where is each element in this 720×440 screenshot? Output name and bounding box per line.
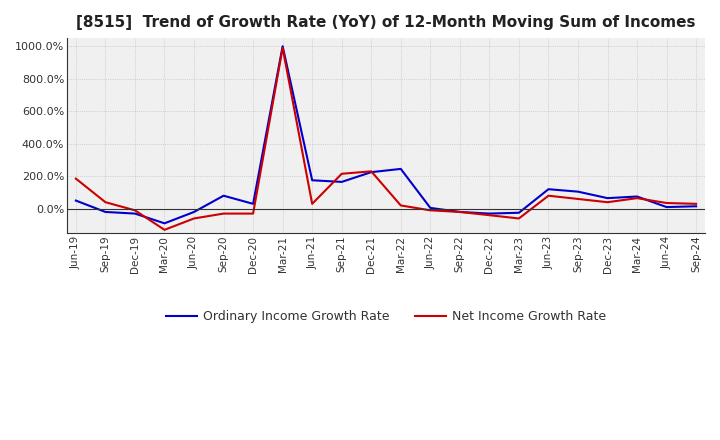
Ordinary Income Growth Rate (308, 178, 317, 183)
Net Income Growth Rate (338, 171, 346, 176)
Ordinary Income Growth Rate (249, 201, 258, 206)
Ordinary Income Growth Rate (426, 205, 435, 210)
Net Income Growth Rate (101, 200, 109, 205)
Ordinary Income Growth Rate (189, 209, 198, 215)
Ordinary Income Growth Rate (603, 195, 612, 201)
Net Income Growth Rate (367, 169, 376, 174)
Line: Net Income Growth Rate: Net Income Growth Rate (76, 48, 696, 230)
Net Income Growth Rate (456, 209, 464, 215)
Ordinary Income Growth Rate (544, 187, 553, 192)
Net Income Growth Rate (279, 45, 287, 51)
Ordinary Income Growth Rate (692, 204, 701, 209)
Net Income Growth Rate (574, 196, 582, 202)
Ordinary Income Growth Rate (220, 193, 228, 198)
Net Income Growth Rate (160, 227, 168, 232)
Title: [8515]  Trend of Growth Rate (YoY) of 12-Month Moving Sum of Incomes: [8515] Trend of Growth Rate (YoY) of 12-… (76, 15, 696, 30)
Net Income Growth Rate (662, 200, 671, 205)
Net Income Growth Rate (308, 201, 317, 206)
Net Income Growth Rate (485, 213, 494, 218)
Net Income Growth Rate (397, 203, 405, 208)
Net Income Growth Rate (130, 208, 139, 213)
Ordinary Income Growth Rate (367, 169, 376, 175)
Ordinary Income Growth Rate (397, 166, 405, 172)
Net Income Growth Rate (426, 208, 435, 213)
Net Income Growth Rate (515, 216, 523, 221)
Ordinary Income Growth Rate (279, 44, 287, 49)
Ordinary Income Growth Rate (633, 194, 642, 199)
Legend: Ordinary Income Growth Rate, Net Income Growth Rate: Ordinary Income Growth Rate, Net Income … (161, 305, 611, 328)
Ordinary Income Growth Rate (456, 209, 464, 215)
Ordinary Income Growth Rate (130, 211, 139, 216)
Ordinary Income Growth Rate (71, 198, 80, 203)
Line: Ordinary Income Growth Rate: Ordinary Income Growth Rate (76, 46, 696, 224)
Ordinary Income Growth Rate (662, 205, 671, 210)
Ordinary Income Growth Rate (574, 189, 582, 194)
Net Income Growth Rate (71, 176, 80, 181)
Ordinary Income Growth Rate (485, 211, 494, 216)
Net Income Growth Rate (633, 195, 642, 201)
Ordinary Income Growth Rate (515, 210, 523, 216)
Ordinary Income Growth Rate (160, 221, 168, 226)
Net Income Growth Rate (603, 200, 612, 205)
Net Income Growth Rate (692, 201, 701, 206)
Net Income Growth Rate (544, 193, 553, 198)
Ordinary Income Growth Rate (101, 209, 109, 215)
Net Income Growth Rate (249, 211, 258, 216)
Net Income Growth Rate (189, 216, 198, 221)
Net Income Growth Rate (220, 211, 228, 216)
Ordinary Income Growth Rate (338, 179, 346, 184)
